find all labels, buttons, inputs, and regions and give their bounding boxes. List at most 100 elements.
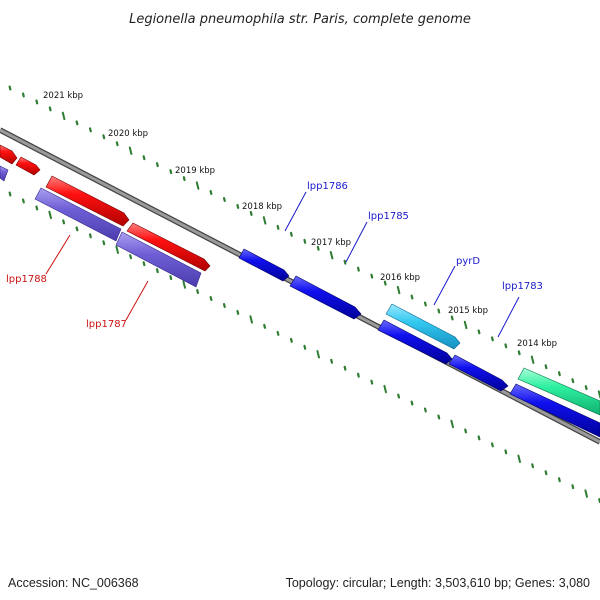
inner-tick: [75, 226, 79, 232]
inner-tick: [504, 449, 508, 455]
tick-label-2020: 2020 kbp: [108, 129, 148, 139]
outer-tick: [517, 350, 521, 356]
outer-tick: [410, 294, 414, 300]
gene-red-edge[interactable]: [0, 144, 18, 165]
tick-label-2018: 2018 kbp: [242, 202, 282, 212]
outer-tick: [584, 385, 588, 391]
outer-tick: [102, 134, 106, 140]
inner-tick: [8, 191, 12, 197]
outer-tick: [370, 273, 374, 279]
inner-tick: [477, 435, 481, 441]
outer-tick: [423, 301, 427, 307]
gene-blue-b[interactable]: [448, 354, 509, 392]
gene-purple-lpp1788[interactable]: [34, 187, 122, 242]
label-lpp1786[interactable]: lpp1786: [307, 181, 348, 192]
inner-tick: [21, 198, 25, 204]
inner-tick: [571, 484, 575, 490]
inner-tick: [276, 330, 280, 336]
inner-tick: [544, 470, 548, 476]
inner-tick: [557, 477, 561, 483]
gene-lpp1783-green[interactable]: [517, 367, 600, 416]
inner-tick: [263, 323, 267, 329]
gene-lpp1787[interactable]: [115, 231, 202, 288]
outer-tick: [276, 224, 280, 230]
outer-tick: [222, 196, 226, 202]
outer-tick: [289, 231, 293, 237]
outer-tick: [155, 162, 159, 168]
tick-label-2017: 2017 kbp: [311, 238, 351, 248]
outer-tick: [437, 308, 441, 314]
outer-tick: [21, 92, 25, 98]
outer-tick: [557, 371, 561, 377]
inner-tick: [88, 233, 92, 239]
forward-strand-genes: [238, 248, 600, 416]
outer-tick: [396, 285, 401, 295]
inner-tick: [35, 205, 39, 211]
inner-tick: [397, 393, 401, 399]
inner-tick: [584, 489, 588, 498]
gene-red-small[interactable]: [15, 156, 41, 176]
inner-tick: [410, 400, 414, 406]
inner-tick: [370, 379, 374, 385]
inner-tick: [517, 454, 521, 463]
outer-tick: [356, 266, 360, 272]
inner-tick: [423, 407, 427, 413]
outer-tick: [316, 245, 320, 251]
outer-tick: [544, 364, 548, 370]
inner-tick: [102, 240, 106, 246]
gene-lpp1785[interactable]: [289, 275, 362, 320]
inner-tick: [289, 337, 293, 343]
outer-tick: [303, 238, 307, 244]
outer-tick: [262, 216, 267, 225]
outer-tick: [490, 336, 494, 342]
inner-tick: [182, 280, 186, 289]
inner-tick: [115, 245, 119, 254]
map-title: Legionella pneumophila str. Paris, compl…: [129, 12, 471, 27]
inner-tick: [437, 414, 441, 420]
label-pyrD[interactable]: pyrD: [456, 256, 480, 267]
gene-purple-edge[interactable]: [0, 165, 9, 182]
inner-tick: [129, 254, 133, 260]
tick-label-2019: 2019 kbp: [175, 166, 215, 176]
red-genes: [0, 144, 211, 272]
inner-tick: [62, 219, 66, 225]
scale-labels: 2021 kbp 2020 kbp 2019 kbp 2018 kbp 2017…: [43, 91, 557, 349]
outer-tick: [209, 190, 213, 196]
inner-tick: [316, 350, 320, 359]
outer-tick: [329, 251, 334, 260]
gene-blue-a[interactable]: [377, 319, 453, 365]
label-lpp1785[interactable]: lpp1785: [368, 211, 409, 222]
inner-tick: [531, 463, 535, 469]
gene-red-long[interactable]: [126, 222, 211, 272]
label-lpp1783[interactable]: lpp1783: [502, 281, 543, 292]
gene-lpp1786[interactable]: [238, 248, 290, 282]
label-lpp1788[interactable]: lpp1788: [6, 274, 47, 285]
outer-tick: [236, 203, 240, 209]
inner-tick: [303, 344, 307, 350]
tick-label-2021: 2021 kbp: [43, 91, 83, 101]
outer-tick: [195, 181, 200, 190]
inner-tick: [169, 275, 173, 281]
inner-tick: [142, 261, 146, 267]
label-lpp1787[interactable]: lpp1787: [86, 319, 127, 330]
tick-label-2014: 2014 kbp: [517, 339, 557, 349]
inner-tick: [464, 428, 468, 434]
gene-pyrD[interactable]: [385, 303, 461, 350]
outer-tick: [504, 343, 508, 349]
purple-genes: [0, 165, 202, 288]
inner-tick: [383, 384, 387, 394]
reverse-strand-genes: [377, 319, 600, 438]
gene-callouts: lpp1786 lpp1785 pyrD lpp1783 lpp1788 lpp…: [6, 181, 543, 338]
inner-tick: [222, 302, 226, 308]
outer-tick-marks: [8, 85, 600, 399]
gene-lpp1788[interactable]: [45, 175, 130, 227]
outer-tick: [128, 146, 133, 155]
tick-label-2015: 2015 kbp: [448, 306, 488, 316]
outer-tick: [249, 210, 253, 216]
outer-tick: [35, 99, 39, 105]
gene-blue-c[interactable]: [509, 383, 600, 438]
inner-tick: [155, 268, 159, 274]
outer-tick: [61, 111, 66, 121]
outer-tick: [8, 85, 12, 91]
